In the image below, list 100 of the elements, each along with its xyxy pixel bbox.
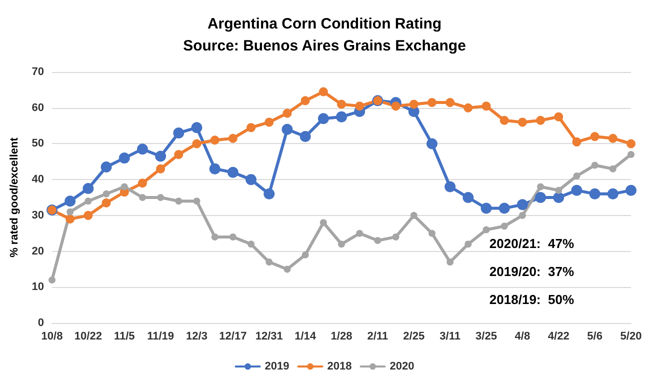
legend-label: 2019 bbox=[264, 360, 290, 372]
point bbox=[209, 163, 220, 174]
point bbox=[427, 98, 436, 107]
point bbox=[391, 102, 400, 111]
point bbox=[246, 123, 256, 132]
point bbox=[355, 102, 364, 111]
y-tick-label: 60 bbox=[32, 102, 44, 114]
x-tick-label: 12/17 bbox=[219, 330, 247, 342]
point bbox=[409, 100, 418, 109]
y-tick-label: 0 bbox=[38, 317, 44, 329]
point bbox=[118, 152, 130, 164]
y-tick-label: 30 bbox=[32, 209, 44, 222]
x-tick-label: 10/8 bbox=[41, 330, 63, 342]
point bbox=[410, 212, 418, 219]
legend-label: 2020 bbox=[390, 360, 414, 372]
point bbox=[192, 139, 202, 148]
point bbox=[210, 136, 220, 145]
point bbox=[464, 103, 473, 112]
point bbox=[589, 188, 600, 200]
point bbox=[228, 134, 238, 143]
point bbox=[444, 181, 456, 192]
point bbox=[155, 150, 166, 162]
point bbox=[590, 132, 600, 142]
point bbox=[608, 134, 618, 143]
point bbox=[554, 112, 564, 122]
point bbox=[571, 184, 582, 196]
point bbox=[284, 266, 291, 273]
point bbox=[157, 194, 164, 201]
point bbox=[102, 198, 111, 208]
x-tick-label: 11/5 bbox=[114, 330, 135, 342]
point bbox=[428, 230, 436, 237]
x-tick-label: 2/11 bbox=[367, 330, 388, 342]
y-tick-label: 70 bbox=[32, 66, 44, 78]
point bbox=[300, 131, 311, 142]
point bbox=[64, 196, 76, 207]
x-tick-label: 4/22 bbox=[548, 330, 570, 342]
x-tick-label: 12/3 bbox=[186, 330, 208, 342]
point bbox=[66, 208, 74, 216]
point bbox=[191, 122, 202, 134]
point bbox=[318, 87, 328, 96]
annotation: 2020/21: 47% bbox=[489, 236, 574, 251]
point bbox=[246, 174, 257, 186]
point bbox=[482, 226, 490, 234]
point bbox=[264, 118, 274, 127]
y-tick-label: 50 bbox=[32, 138, 44, 150]
point bbox=[518, 118, 527, 127]
point bbox=[84, 198, 92, 205]
point bbox=[48, 276, 56, 284]
annotation: 2018/19: 50% bbox=[489, 292, 574, 307]
point bbox=[374, 237, 382, 244]
y-axis-title: % rated good/excellent bbox=[8, 137, 20, 258]
x-tick-label: 3/25 bbox=[476, 330, 497, 342]
point bbox=[193, 198, 200, 205]
point bbox=[553, 192, 564, 203]
y-tick-label: 40 bbox=[32, 174, 44, 186]
point bbox=[138, 194, 146, 201]
point bbox=[138, 178, 147, 188]
point bbox=[356, 230, 364, 237]
point bbox=[84, 210, 93, 220]
chart-title: Argentina Corn Condition Rating bbox=[207, 16, 442, 32]
point bbox=[66, 214, 75, 224]
point bbox=[446, 98, 455, 107]
point bbox=[426, 138, 438, 150]
point bbox=[136, 144, 148, 155]
point bbox=[537, 183, 544, 190]
x-tick-label: 12/31 bbox=[255, 330, 283, 342]
point bbox=[446, 258, 454, 266]
point bbox=[100, 162, 112, 173]
point bbox=[535, 192, 546, 203]
point bbox=[337, 100, 346, 109]
point bbox=[102, 190, 110, 198]
point bbox=[338, 240, 345, 248]
point bbox=[626, 184, 636, 196]
point bbox=[573, 172, 580, 180]
point bbox=[173, 127, 184, 138]
y-tick-label: 20 bbox=[32, 245, 44, 258]
point bbox=[302, 251, 309, 258]
point bbox=[464, 240, 472, 248]
point bbox=[282, 108, 292, 118]
point bbox=[480, 202, 492, 214]
point bbox=[591, 162, 598, 169]
point bbox=[555, 186, 562, 194]
point bbox=[175, 198, 182, 205]
point bbox=[248, 240, 255, 248]
point bbox=[626, 139, 636, 148]
point bbox=[82, 183, 94, 194]
point bbox=[609, 165, 616, 172]
point bbox=[500, 222, 508, 230]
x-tick-label: 4/8 bbox=[514, 330, 530, 342]
x-tick-label: 11/19 bbox=[147, 330, 174, 342]
chart-subtitle: Source: Buenos Aires Grains Exchange bbox=[183, 38, 466, 54]
point bbox=[336, 111, 347, 122]
point bbox=[536, 116, 546, 125]
point bbox=[266, 258, 273, 266]
x-tick-label: 3/11 bbox=[440, 330, 460, 342]
point bbox=[174, 150, 184, 159]
x-tick-label: 5/20 bbox=[620, 330, 642, 342]
x-tick-label: 1/14 bbox=[294, 330, 317, 342]
x-tick-label: 10/22 bbox=[74, 330, 102, 342]
point bbox=[156, 164, 166, 174]
